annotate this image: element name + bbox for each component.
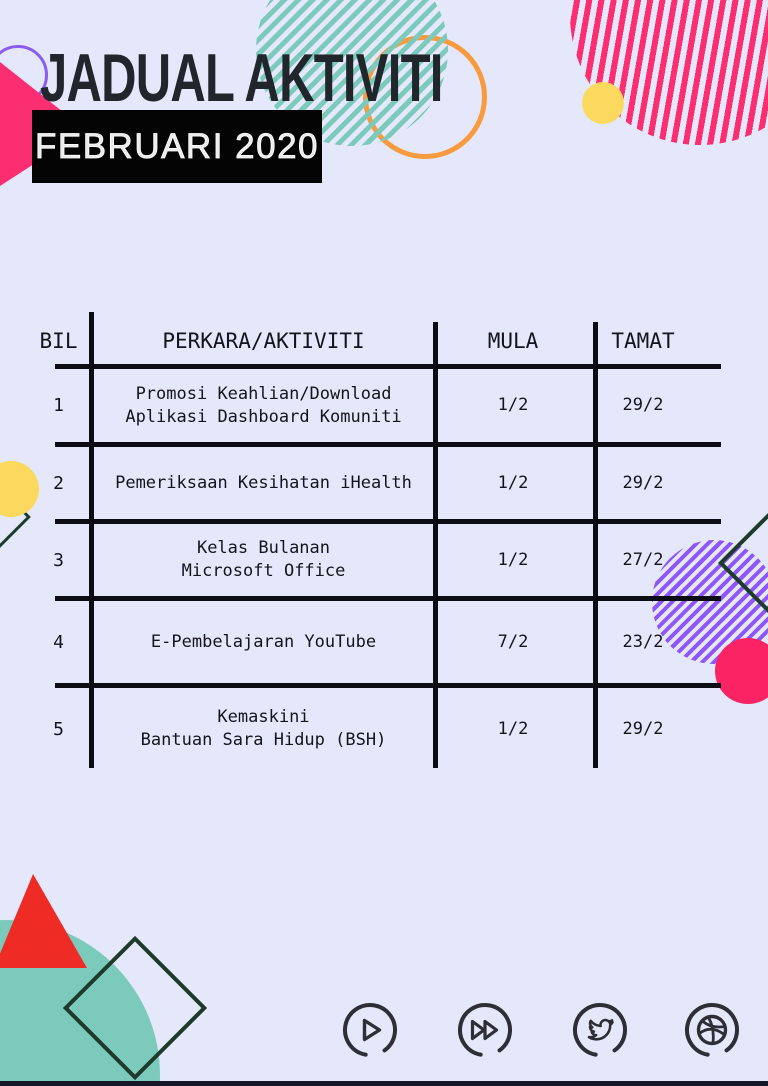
row3-bil: 3 <box>53 549 64 571</box>
header-tamat: TAMAT <box>611 329 675 353</box>
row2-mula: 1/2 <box>497 472 529 493</box>
row3-perkara: Kelas Bulanan Microsoft Office <box>181 538 346 581</box>
footer-bar <box>0 1081 768 1086</box>
pink-circle-decoration <box>715 638 768 704</box>
yellow-circle-decoration <box>582 82 624 124</box>
row3-tamat: 27/2 <box>622 549 664 570</box>
dribbble-icon[interactable] <box>682 1000 742 1060</box>
table-hline-5 <box>55 683 721 688</box>
row4-bil: 4 <box>53 631 64 653</box>
row1-perkara: Promosi Keahlian/Download Aplikasi Dashb… <box>125 383 402 427</box>
row5-mula: 1/2 <box>497 718 529 739</box>
row5-perkara: Kemaskini Bantuan Sara Hidup (BSH) <box>140 707 387 750</box>
table-vline-3 <box>593 322 598 768</box>
row2-tamat: 29/2 <box>622 472 664 493</box>
row5-tamat: 29/2 <box>622 718 664 739</box>
row5-bil: 5 <box>53 718 64 740</box>
row4-mula: 7/2 <box>497 631 529 652</box>
header-mula: MULA <box>487 329 539 353</box>
page-title: JADUAL AKTIVITI <box>40 40 443 116</box>
table-hline-1 <box>55 364 721 369</box>
fast-forward-icon[interactable] <box>455 1000 515 1060</box>
table-vline-2 <box>433 322 438 768</box>
header-bil: BIL <box>39 329 78 353</box>
header-perkara: PERKARA/AKTIVITI <box>162 329 365 353</box>
table-hline-2 <box>55 442 721 447</box>
row1-mula: 1/2 <box>497 395 529 415</box>
twitter-icon[interactable] <box>570 1000 630 1060</box>
row2-perkara: Pemeriksaan Kesihatan iHealth <box>115 472 412 493</box>
table-hline-3 <box>55 519 721 524</box>
row3-mula: 1/2 <box>497 549 529 570</box>
table-vline-1 <box>89 312 94 768</box>
row1-bil: 1 <box>53 395 64 416</box>
subtitle-box: FEBRUARI 2020 <box>32 110 322 183</box>
row2-bil: 2 <box>53 472 64 494</box>
table-hline-4 <box>55 596 721 601</box>
play-icon[interactable] <box>340 1000 400 1060</box>
subtitle-text: FEBRUARI 2020 <box>34 126 320 166</box>
row4-perkara: E-Pembelajaran YouTube <box>150 631 377 652</box>
row4-tamat: 23/2 <box>622 631 664 652</box>
row1-tamat: 29/2 <box>622 395 664 415</box>
